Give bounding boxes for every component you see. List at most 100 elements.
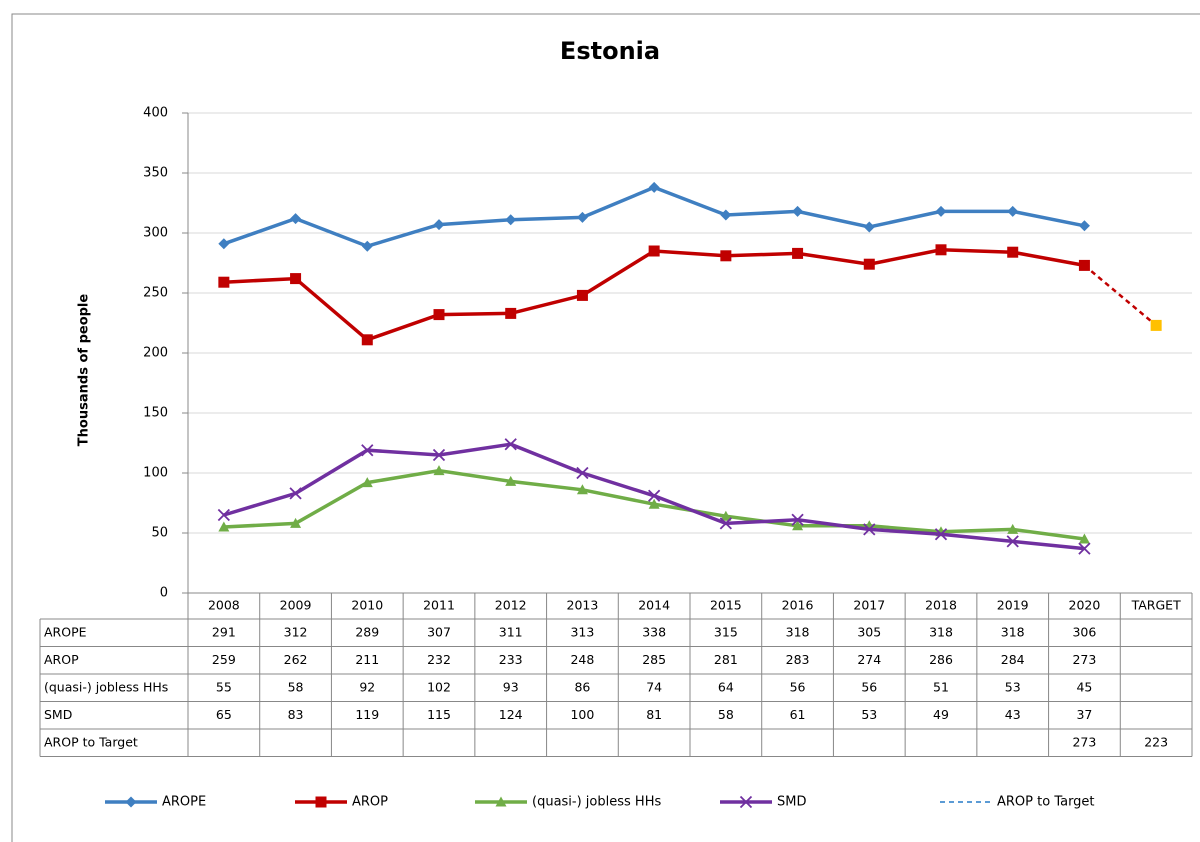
marker — [935, 205, 947, 217]
legend-item: AROP to Target — [940, 795, 1095, 810]
table-cell: 291 — [212, 624, 236, 639]
legend-label: AROP — [352, 795, 388, 810]
table-cell: 289 — [355, 624, 379, 639]
marker — [433, 219, 445, 231]
table-cell: 233 — [499, 652, 523, 667]
x-tick-label: 2016 — [782, 598, 814, 613]
table-row-label: AROPE — [44, 624, 87, 639]
x-tick-label: 2015 — [710, 598, 742, 613]
table-cell: 58 — [288, 679, 304, 694]
legend-item: AROP — [295, 795, 388, 810]
marker — [505, 214, 517, 226]
table-cell: 283 — [786, 652, 810, 667]
table-cell: 37 — [1076, 707, 1092, 722]
table-cell: 56 — [861, 679, 877, 694]
legend-label: AROP to Target — [997, 795, 1095, 810]
table-cell: 93 — [503, 679, 519, 694]
table-row-label: AROP to Target — [44, 734, 138, 749]
marker — [504, 438, 517, 451]
table-cell: 338 — [642, 624, 666, 639]
marker — [648, 489, 661, 502]
chart-title: Estonia — [560, 37, 660, 65]
marker — [792, 520, 804, 531]
table-cell: 83 — [288, 707, 304, 722]
marker — [1007, 205, 1019, 217]
y-axis-label: Thousands of people — [77, 294, 92, 447]
table-cell: 86 — [574, 679, 590, 694]
y-tick-label: 200 — [143, 346, 168, 361]
marker — [719, 517, 732, 530]
table-cell: 53 — [861, 707, 877, 722]
marker — [290, 213, 302, 225]
marker — [648, 245, 660, 257]
chart-frame — [11, 13, 1200, 842]
marker — [934, 528, 948, 541]
table-cell: 51 — [933, 679, 949, 694]
marker — [1078, 220, 1090, 232]
table-cell: 124 — [499, 707, 523, 722]
table-cell: 315 — [714, 624, 738, 639]
data-table: 2008 2009 2010 2011 2012 2013 2014 2015 2016 2017… — [39, 592, 1193, 757]
marker — [289, 487, 302, 500]
table-cell: 58 — [718, 707, 734, 722]
x-tick-label: 2008 — [208, 598, 240, 613]
marker — [495, 796, 507, 807]
table-cell: 56 — [790, 679, 806, 694]
marker — [218, 238, 230, 250]
legend-item: (quasi-) jobless HHs — [475, 795, 661, 810]
marker — [576, 466, 589, 480]
x-tick-label: TARGET — [1131, 598, 1181, 613]
marker — [791, 513, 804, 526]
x-tick-label: 2013 — [567, 598, 599, 613]
marker — [792, 247, 804, 259]
table-cell: 318 — [1001, 624, 1025, 639]
legend-label: AROPE — [162, 795, 206, 810]
x-tick-label: 2010 — [351, 598, 383, 613]
table-cell: 307 — [427, 624, 451, 639]
x-tick-label: 2012 — [495, 598, 527, 613]
marker — [648, 181, 660, 193]
table-cell: 55 — [216, 679, 232, 694]
marker — [576, 484, 588, 495]
legend-label: SMD — [777, 795, 806, 810]
marker — [505, 307, 517, 319]
y-tick-label: 400 — [143, 106, 168, 121]
table-cell: 273 — [1072, 734, 1096, 749]
x-tick-label: 2009 — [280, 598, 312, 613]
table-cell: 223 — [1144, 734, 1168, 749]
table-cell: 119 — [355, 707, 379, 722]
table-cell: 284 — [1001, 652, 1025, 667]
table-cell: 248 — [570, 652, 594, 667]
marker — [315, 796, 327, 808]
marker — [863, 221, 875, 233]
x-tick-label: 2018 — [925, 598, 957, 613]
table-cell: 64 — [718, 679, 734, 694]
table-cell: 102 — [427, 679, 451, 694]
marker — [1078, 533, 1090, 544]
marker — [935, 244, 947, 256]
y-tick-label: 350 — [143, 166, 168, 181]
marker — [505, 475, 517, 486]
y-tick-label: 0 — [160, 586, 168, 601]
table-cell: 262 — [284, 652, 308, 667]
marker — [1006, 535, 1019, 548]
series-line — [1083, 264, 1157, 327]
table-cell: 43 — [1005, 707, 1021, 722]
x-tick-label: 2011 — [423, 598, 455, 613]
table-cell: 286 — [929, 652, 953, 667]
marker — [720, 510, 732, 521]
table-cell: 311 — [499, 624, 523, 639]
marker — [433, 465, 445, 476]
legend-item: AROPE — [105, 795, 206, 810]
table-cell: 273 — [1072, 652, 1096, 667]
table-cell: 92 — [359, 679, 375, 694]
marker — [792, 205, 804, 217]
x-tick-label: 2020 — [1069, 598, 1101, 613]
marker — [218, 276, 230, 288]
marker — [1007, 246, 1019, 258]
marker — [217, 508, 230, 522]
table-cell: 45 — [1076, 679, 1092, 694]
table-cell: 281 — [714, 652, 738, 667]
table-cell: 53 — [1005, 679, 1021, 694]
